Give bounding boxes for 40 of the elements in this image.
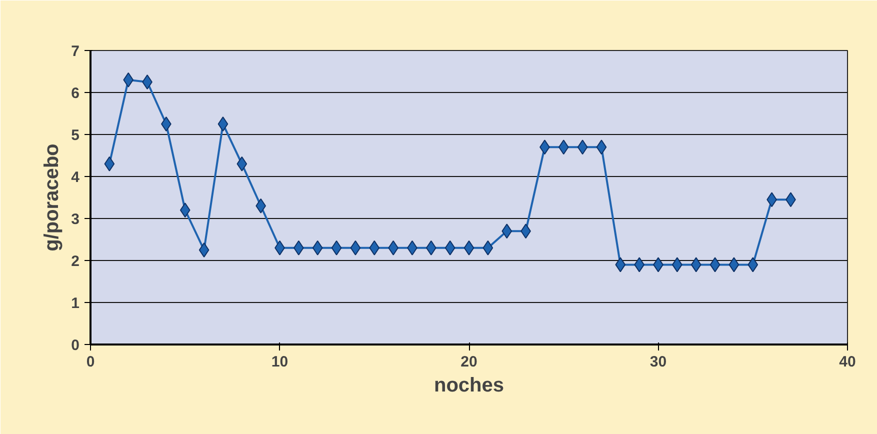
point (331, 240, 342, 256)
point (690, 257, 702, 272)
point (123, 72, 134, 88)
point (426, 240, 436, 256)
point (502, 224, 512, 239)
y-tick-label: 1 (71, 295, 80, 312)
point (369, 240, 380, 256)
point (236, 156, 248, 172)
x-tick-label: 20 (460, 354, 478, 370)
y-tick-label: 4 (71, 169, 80, 186)
x-tick-label: 10 (271, 354, 288, 370)
point (104, 156, 115, 172)
point (728, 257, 740, 272)
y-tick-label: 0 (71, 337, 80, 354)
point (161, 116, 172, 132)
y-tick-label: 6 (71, 85, 80, 102)
point (710, 257, 720, 272)
point (142, 74, 152, 90)
point (312, 240, 323, 256)
y-axis-title: g/poracebo (41, 144, 64, 252)
x-axis-title: noches (434, 374, 504, 396)
y-tick-label: 5 (71, 127, 80, 144)
x-tick-label: 30 (650, 354, 667, 370)
point (577, 140, 588, 155)
y-tick-label: 2 (71, 253, 80, 270)
point (180, 202, 190, 218)
point (748, 257, 758, 272)
x-tick-label: 0 (86, 354, 95, 370)
x-tick-label: 40 (839, 354, 856, 370)
point (596, 140, 607, 155)
point (198, 242, 210, 258)
point (482, 240, 494, 256)
point (558, 140, 569, 155)
point (350, 240, 361, 256)
point (444, 240, 456, 256)
y-tick-label: 3 (71, 211, 80, 228)
point (218, 116, 228, 132)
y-tick-label: 7 (71, 43, 80, 60)
point (464, 240, 474, 256)
point (615, 257, 626, 272)
